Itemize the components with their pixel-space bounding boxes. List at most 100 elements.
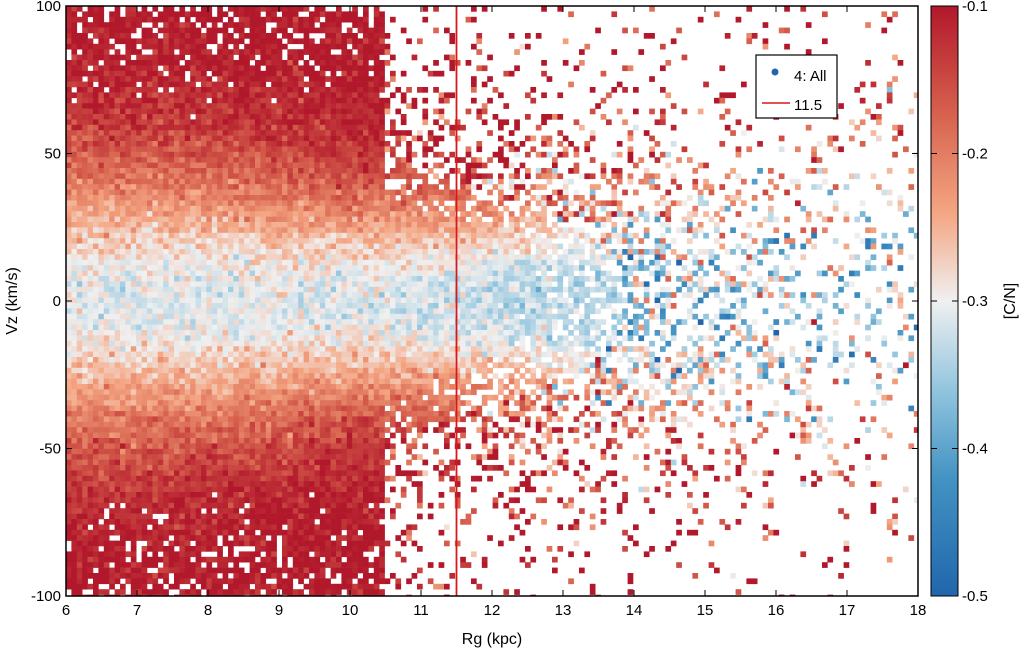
heatmap-cell xyxy=(303,308,310,315)
heatmap-cell xyxy=(195,238,202,244)
heatmap-cell xyxy=(244,589,250,595)
heatmap-cell xyxy=(271,146,277,153)
heatmap-cell xyxy=(298,157,304,163)
heatmap-cell xyxy=(319,394,326,401)
heatmap-cell xyxy=(71,22,78,28)
heatmap-cell xyxy=(287,216,294,223)
heatmap-cell xyxy=(260,351,267,358)
heatmap-cell xyxy=(93,497,99,504)
heatmap-cell xyxy=(109,108,115,115)
heatmap-cell xyxy=(163,211,169,217)
heatmap-cell xyxy=(98,205,105,212)
heatmap-cell xyxy=(82,254,88,261)
heatmap-cell xyxy=(66,373,72,379)
heatmap-cell xyxy=(168,519,175,525)
heatmap-cell xyxy=(103,394,110,401)
heatmap-cell xyxy=(260,54,267,61)
heatmap-cell xyxy=(255,578,261,585)
heatmap-cell xyxy=(141,146,148,153)
heatmap-cell xyxy=(103,567,110,574)
heatmap-cell xyxy=(76,470,83,477)
heatmap-cell xyxy=(71,589,78,595)
heatmap-cell xyxy=(103,357,110,363)
heatmap-cell xyxy=(147,308,153,315)
heatmap-cell xyxy=(287,130,294,136)
heatmap-cell xyxy=(292,157,299,163)
heatmap-cell xyxy=(298,465,304,471)
heatmap-cell xyxy=(184,216,191,223)
heatmap-cell xyxy=(233,346,240,352)
heatmap-cell xyxy=(314,324,321,331)
heatmap-cell xyxy=(201,492,207,498)
heatmap-cell xyxy=(249,11,256,18)
heatmap-cell xyxy=(265,454,272,460)
heatmap-cell xyxy=(179,6,186,12)
heatmap-cell xyxy=(157,308,164,315)
heatmap-cell xyxy=(260,513,267,520)
heatmap-cell xyxy=(98,119,105,126)
heatmap-cell xyxy=(157,405,164,412)
heatmap-cell xyxy=(130,108,137,115)
heatmap-cell xyxy=(71,43,78,50)
heatmap-cell xyxy=(276,578,283,585)
heatmap-cell xyxy=(147,119,153,126)
heatmap-cell xyxy=(184,567,191,574)
heatmap-cell xyxy=(109,492,115,498)
heatmap-cell xyxy=(98,475,105,482)
heatmap-cell xyxy=(141,335,148,342)
heatmap-cell xyxy=(260,362,267,369)
heatmap-cell xyxy=(228,438,234,444)
heatmap-cell xyxy=(319,135,326,142)
heatmap-cell xyxy=(109,373,115,379)
heatmap-cell xyxy=(190,162,196,169)
heatmap-cell xyxy=(163,551,169,558)
heatmap-cell xyxy=(309,486,315,493)
heatmap-cell xyxy=(211,141,218,147)
heatmap-cell xyxy=(114,497,121,504)
heatmap-cell xyxy=(109,60,115,66)
heatmap-cell xyxy=(319,119,326,126)
heatmap-cell xyxy=(93,168,99,174)
heatmap-cell xyxy=(168,562,175,568)
heatmap-cell xyxy=(109,448,115,455)
heatmap-cell xyxy=(103,286,110,293)
heatmap-cell xyxy=(309,432,315,439)
heatmap-cell xyxy=(211,157,218,163)
heatmap-cell xyxy=(292,535,299,541)
heatmap-cell xyxy=(298,502,304,509)
heatmap-cell xyxy=(319,114,326,120)
heatmap-cell xyxy=(233,481,240,487)
heatmap-cell xyxy=(276,475,283,482)
heatmap-cell xyxy=(82,232,88,239)
heatmap-cell xyxy=(260,124,267,131)
heatmap-cell xyxy=(255,573,261,579)
heatmap-cell xyxy=(222,114,229,120)
heatmap-cell xyxy=(109,578,115,585)
heatmap-cell xyxy=(206,76,213,82)
heatmap-cell xyxy=(228,259,234,266)
heatmap-cell xyxy=(201,400,207,406)
heatmap-cell xyxy=(244,470,250,477)
heatmap-cell xyxy=(276,114,283,120)
heatmap-cell xyxy=(222,540,229,547)
heatmap-cell xyxy=(298,189,304,196)
heatmap-cell xyxy=(174,259,180,266)
heatmap-cell xyxy=(93,211,99,217)
heatmap-cell xyxy=(260,448,267,455)
heatmap-cell xyxy=(66,535,72,541)
heatmap-cell xyxy=(76,454,83,460)
heatmap-cell xyxy=(66,270,72,277)
heatmap-cell xyxy=(265,567,272,574)
heatmap-cell xyxy=(211,108,218,115)
heatmap-cell xyxy=(211,567,218,574)
heatmap-cell xyxy=(82,394,88,401)
heatmap-cell xyxy=(287,573,294,579)
heatmap-cell xyxy=(87,216,94,223)
heatmap-cell xyxy=(114,195,121,201)
heatmap-cell xyxy=(136,173,142,180)
heatmap-cell xyxy=(141,367,148,374)
heatmap-cell xyxy=(228,583,234,590)
heatmap-cell xyxy=(71,49,78,55)
heatmap-cell xyxy=(228,178,234,185)
heatmap-cell xyxy=(152,416,159,423)
